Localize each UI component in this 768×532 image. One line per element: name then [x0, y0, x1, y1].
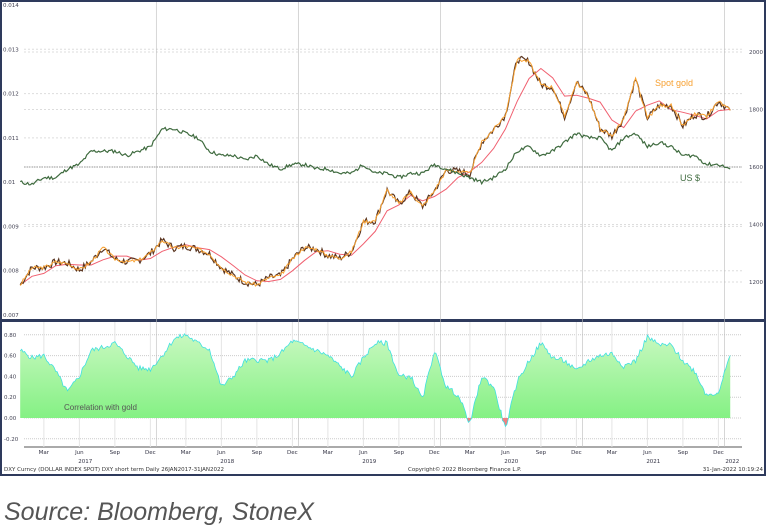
month-tick: Jun: [500, 450, 510, 456]
year-tick: 2020: [504, 459, 518, 465]
month-tick: Dec: [429, 450, 440, 456]
right-axis-tick: 1600: [749, 165, 763, 171]
month-tick: Jun: [216, 450, 226, 456]
left-axis-tick: 0.009: [3, 224, 19, 230]
month-tick: Jun: [642, 450, 652, 456]
year-tick: 2019: [362, 459, 376, 465]
correlation-axis-tick: 0.60: [4, 354, 17, 360]
correlation-label: Correlation with gold: [64, 403, 137, 412]
source-caption: Source: Bloomberg, StoneX: [4, 498, 314, 526]
year-tick: 2022: [725, 459, 739, 465]
month-tick: Mar: [323, 450, 334, 456]
month-tick: Mar: [465, 450, 476, 456]
left-axis-tick: 0.012: [3, 92, 19, 98]
left-axis-tick: 0.008: [3, 269, 19, 275]
right-axis-tick: 1400: [749, 223, 763, 229]
footer-right: 31-Jan-2022 10:19:24: [703, 467, 764, 473]
top-panel-frame: [0, 0, 766, 321]
month-tick: Jun: [74, 450, 84, 456]
us-dollar-line: [19, 126, 731, 186]
correlation-axis-tick: 0.80: [4, 333, 17, 339]
month-tick: Dec: [287, 450, 298, 456]
correlation-area: [20, 333, 731, 427]
correlation-line: [19, 333, 731, 428]
month-tick: Mar: [607, 450, 618, 456]
left-axis-tick: 0.014: [3, 3, 19, 9]
year-tick: 2017: [78, 459, 92, 465]
month-tick: Sep: [252, 450, 263, 456]
month-tick: Jun: [358, 450, 368, 456]
footer-center: Copyright© 2022 Bloomberg Finance L.P.: [408, 466, 522, 473]
legend-spot-gold: Spot gold: [655, 78, 693, 88]
legend-us-dollar: US $: [680, 173, 700, 183]
left-axis-tick: 0.011: [3, 136, 19, 142]
month-tick: Dec: [145, 450, 156, 456]
month-tick: Sep: [536, 450, 547, 456]
month-tick: Mar: [181, 450, 192, 456]
correlation-axis-tick: 0.20: [4, 395, 17, 401]
left-axis-tick: 0.013: [3, 47, 19, 53]
month-tick: Sep: [678, 450, 689, 456]
month-tick: Dec: [713, 450, 724, 456]
month-tick: Dec: [571, 450, 582, 456]
month-tick: Mar: [39, 450, 50, 456]
left-axis-tick: 0.007: [3, 313, 19, 319]
footer-left: DXY Curncy (DOLLAR INDEX SPOT) DXY short…: [4, 467, 224, 473]
chart: 0.014 0.013 0.012 0.011 0.01 0.009 0.008 0.007 2…: [0, 0, 766, 476]
month-tick: Sep: [110, 450, 121, 456]
right-axis-tick: 1800: [749, 108, 763, 114]
correlation-axis-tick: 0.40: [4, 374, 17, 380]
left-axis-tick: 0.01: [3, 180, 15, 186]
spot-gold-line: [19, 57, 731, 287]
year-tick: 2021: [646, 459, 660, 465]
right-axis-tick: 2000: [749, 50, 763, 56]
correlation-axis-tick: -0.20: [4, 437, 19, 443]
year-tick: 2018: [220, 459, 234, 465]
month-tick: Sep: [394, 450, 405, 456]
correlation-axis-tick: 0.00: [4, 416, 17, 422]
right-axis-tick: 1200: [749, 280, 763, 286]
